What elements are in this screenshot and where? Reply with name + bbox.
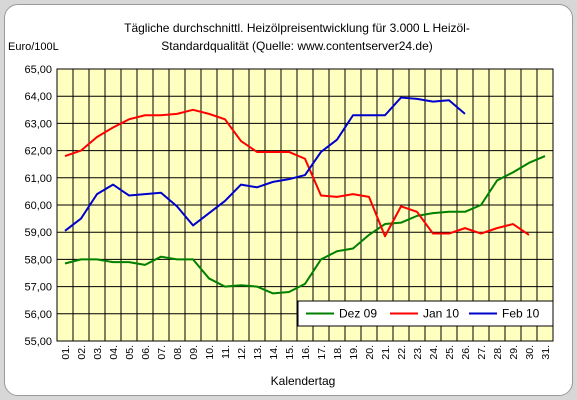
y-tick-label: 56,00 <box>24 309 52 321</box>
x-tick-label: 11. <box>220 345 232 359</box>
x-tick-label: 13. <box>252 345 264 360</box>
legend-label: Feb 10 <box>502 307 540 321</box>
x-tick-label: 31. <box>540 345 552 360</box>
x-tick-label: 09. <box>188 345 200 360</box>
x-tick-label: 04. <box>108 345 120 360</box>
x-tick-labels: 01. 02. 03. 04. 05. 06. 07. 08. 09. 10. 11. 12. 13. 1… <box>60 345 552 360</box>
x-tick-label: 15. <box>284 345 296 360</box>
x-tick-label: 27. <box>476 345 488 360</box>
y-tick-label: 60,00 <box>24 200 52 212</box>
y-axis-unit-label: Euro/100L <box>8 41 59 53</box>
legend-label: Dez 09 <box>339 307 377 321</box>
x-tick-label: 26. <box>460 345 472 360</box>
x-tick-label: 03. <box>92 345 104 360</box>
x-tick-label: 06. <box>140 345 152 360</box>
y-tick-label: 57,00 <box>24 282 52 294</box>
series-line-jan-10 <box>64 108 530 238</box>
y-tick-label: 61,00 <box>24 173 52 185</box>
y-tick-label: 63,00 <box>24 118 52 130</box>
x-tick-label: 07. <box>156 345 168 360</box>
y-tick-label: 58,00 <box>24 254 52 266</box>
x-tick-label: 02. <box>76 345 88 360</box>
legend-box <box>297 300 554 327</box>
series-lines <box>64 96 546 295</box>
x-tick-label: 21. <box>380 345 392 360</box>
y-tick-label: 65,00 <box>24 64 52 76</box>
legend-label: Jan 10 <box>423 307 459 321</box>
x-tick-label: 20. <box>364 345 376 360</box>
plot-border <box>56 68 554 342</box>
y-tick-label: 55,00 <box>24 336 52 348</box>
x-tick-label: 28. <box>492 345 504 360</box>
y-tick-label: 64,00 <box>24 91 52 103</box>
x-tick-label: 30. <box>524 345 536 360</box>
x-axis-label: Kalendertag <box>271 374 336 388</box>
y-tick-label: 59,00 <box>24 227 52 239</box>
y-tick-labels: 55,00 56,00 57,00 58,00 59,00 60,00 61,00 62,00… <box>24 64 52 348</box>
x-tick-label: 16. <box>300 345 312 360</box>
x-tick-label: 29. <box>508 345 520 360</box>
series-line-feb-10 <box>64 96 466 232</box>
x-tick-label: 19. <box>348 345 360 360</box>
x-tick-label: 08. <box>172 345 184 360</box>
legend: Dez 09 Jan 10 Feb 10 <box>297 300 554 327</box>
x-tick-label: 18. <box>332 345 344 360</box>
y-tick-label: 62,00 <box>24 146 52 158</box>
chart-title-line-1: Tägliche durchschnittl. Heizölpreisentwi… <box>124 21 470 35</box>
chart-title-line-2: Standardqualität (Quelle: www.contentser… <box>161 39 432 53</box>
x-tick-label: 24. <box>428 345 440 360</box>
x-tick-label: 01. <box>60 345 72 360</box>
x-tick-label: 12. <box>236 345 248 360</box>
x-tick-label: 17. <box>316 345 328 360</box>
x-tick-label: 05. <box>124 345 136 360</box>
x-tick-label: 10. <box>204 345 216 360</box>
x-tick-label: 22. <box>396 345 408 360</box>
x-tick-label: 14. <box>268 345 280 360</box>
x-tick-label: 23. <box>412 345 424 360</box>
x-tick-label: 25. <box>444 345 456 360</box>
series-line-dez-09 <box>64 155 546 295</box>
